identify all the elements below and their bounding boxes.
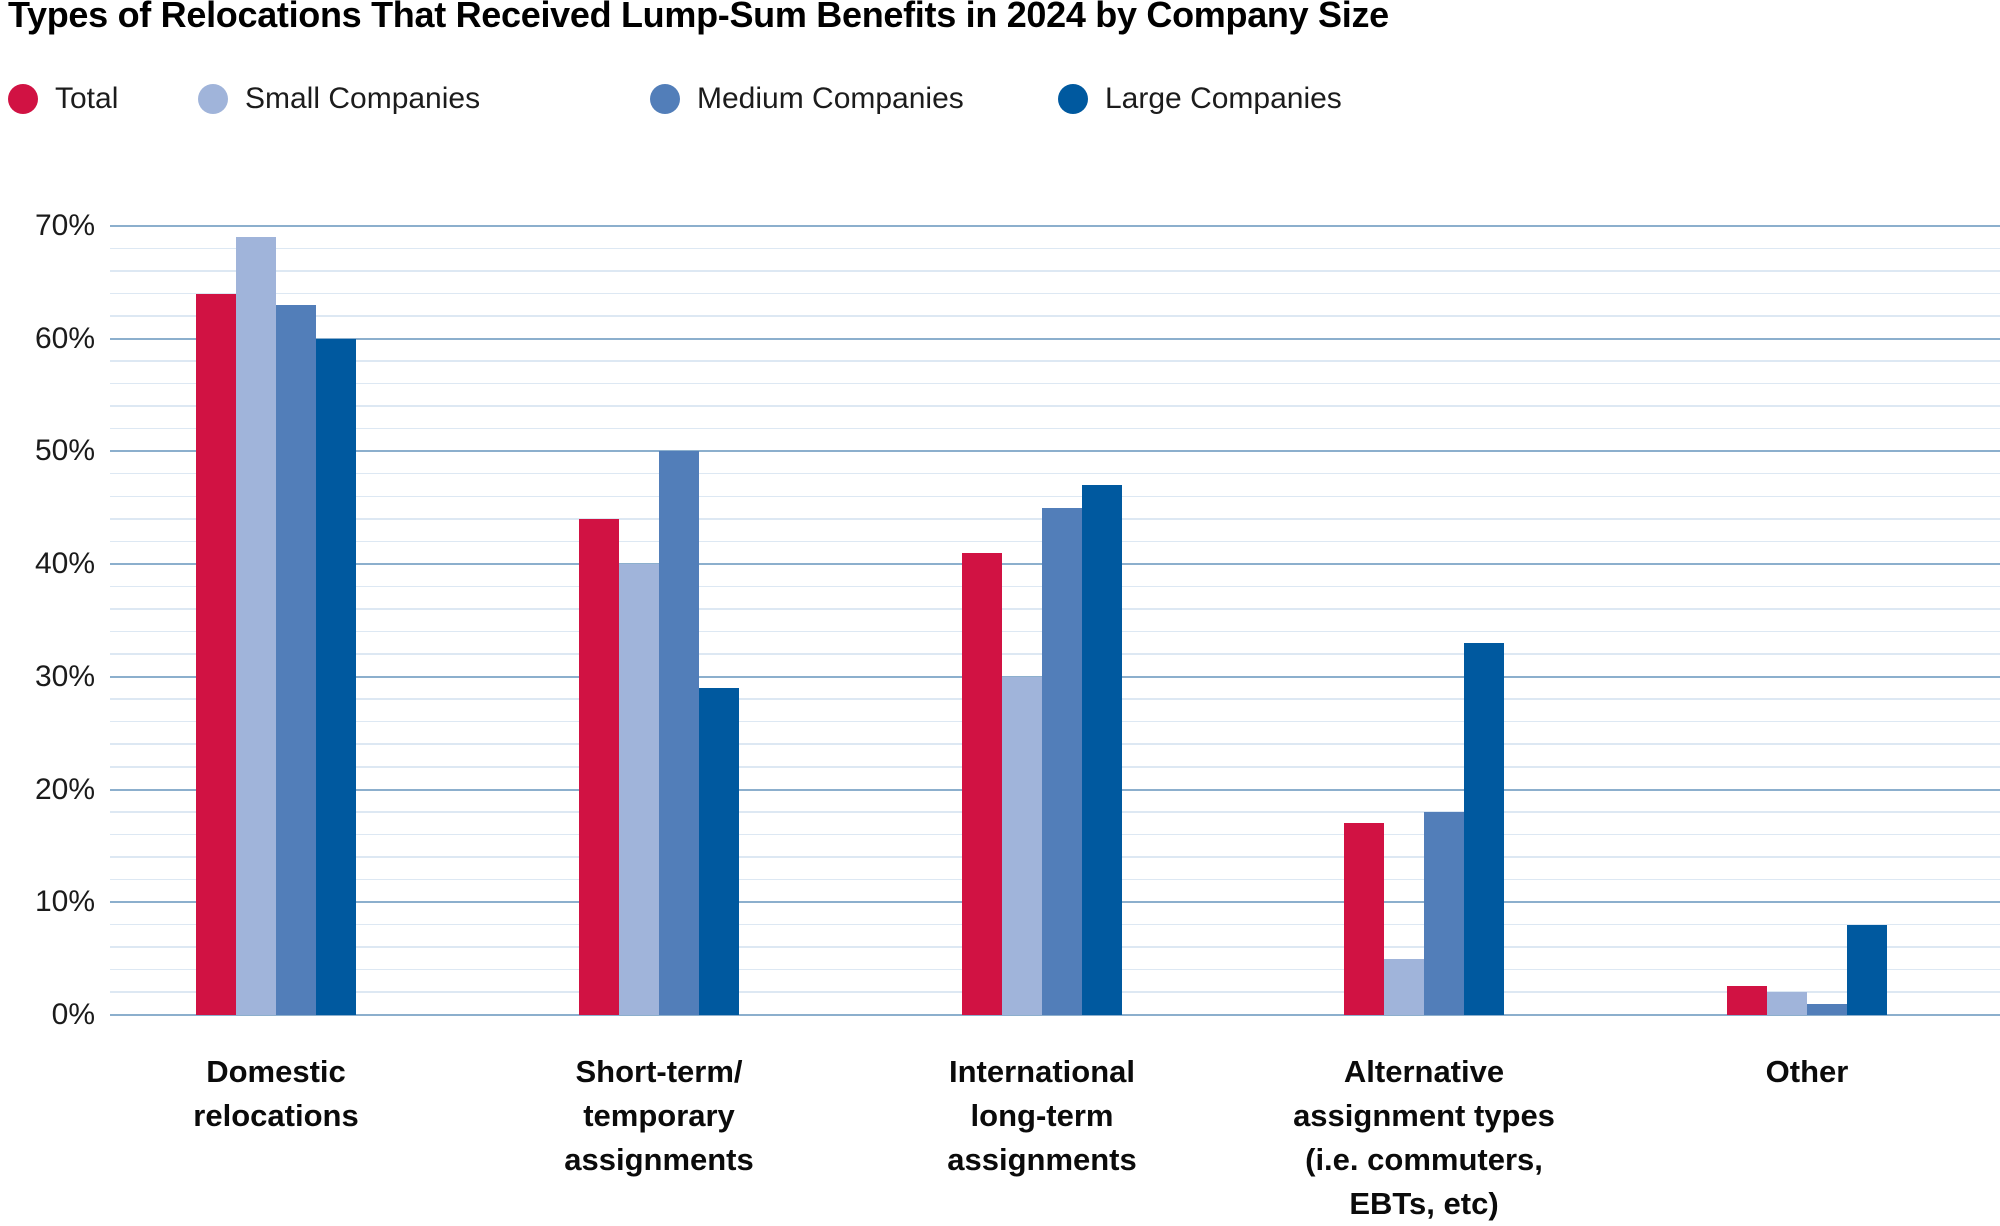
bar — [276, 304, 316, 1015]
gridline-minor — [110, 495, 2000, 497]
bar — [1002, 676, 1042, 1015]
gridline-minor — [110, 315, 2000, 317]
bar — [316, 338, 356, 1015]
bar-group — [196, 226, 356, 1015]
category-label: Short-term/ temporary assignments — [564, 1054, 754, 1177]
bar-group — [1727, 226, 1887, 1015]
bar — [962, 552, 1002, 1015]
bar — [1042, 507, 1082, 1015]
bar — [1424, 812, 1464, 1015]
category-label: Domestic relocations — [193, 1054, 359, 1133]
gridline-minor — [110, 472, 2000, 475]
bar — [1767, 992, 1807, 1015]
legend-dot-icon — [198, 84, 228, 114]
y-tick-label: 20% — [34, 772, 95, 806]
bar — [236, 237, 276, 1015]
category-label: Other — [1765, 1054, 1849, 1089]
bar — [1464, 643, 1504, 1015]
legend-item: Total — [8, 82, 118, 116]
gridline-minor — [110, 382, 2000, 385]
bar — [1344, 823, 1384, 1015]
legend-item: Small Companies — [198, 82, 480, 116]
chart-title: Types of Relocations That Received Lump-… — [8, 0, 1389, 35]
legend-item: Medium Companies — [650, 82, 964, 116]
legend-item: Large Companies — [1058, 82, 1342, 116]
bar — [1384, 958, 1424, 1015]
gridline-major — [110, 1014, 2000, 1016]
y-tick-label: 70% — [34, 209, 95, 242]
gridline-minor — [110, 405, 2000, 407]
gridline-minor — [110, 427, 2000, 430]
legend-label: Total — [55, 82, 119, 115]
legend-label: Medium Companies — [697, 82, 964, 115]
y-tick-label: 0% — [51, 998, 95, 1031]
bar — [579, 519, 619, 1015]
bar — [196, 293, 236, 1015]
category-label: Alternative assignment types (i.e. commu… — [1293, 1054, 1555, 1221]
legend-dot-icon — [650, 84, 680, 114]
gridline-minor — [110, 292, 2000, 295]
bar — [1727, 985, 1767, 1015]
y-tick-label: 40% — [34, 547, 95, 581]
legend-dot-icon — [1058, 84, 1088, 114]
gridline-minor — [110, 247, 2000, 250]
gridline-minor — [110, 270, 2000, 272]
legend-dot-icon — [8, 84, 38, 114]
bar-group — [579, 226, 739, 1015]
legend-label: Large Companies — [1105, 82, 1342, 115]
bar-group — [962, 226, 1122, 1015]
gridline-major — [110, 337, 2000, 340]
category-label: International long-term assignments — [947, 1054, 1137, 1177]
gridline-major — [110, 450, 2000, 453]
y-tick-label: 10% — [34, 885, 95, 919]
bar — [659, 451, 699, 1015]
bar-group — [1344, 226, 1504, 1015]
plot-area: 0% 10% 20% 30% 40% 50% 60% 70% — [0, 209, 2000, 1031]
bar — [619, 564, 659, 1015]
gridline-minor — [110, 360, 2000, 362]
bar — [699, 688, 739, 1015]
y-tick-label: 60% — [34, 321, 95, 355]
legend-label: Small Companies — [245, 82, 481, 115]
bar — [1847, 924, 1887, 1015]
gridline-major — [110, 225, 2000, 227]
y-tick-label: 50% — [34, 434, 95, 468]
y-tick-label: 30% — [34, 659, 95, 693]
bar — [1082, 485, 1122, 1015]
bar — [1807, 1003, 1847, 1015]
